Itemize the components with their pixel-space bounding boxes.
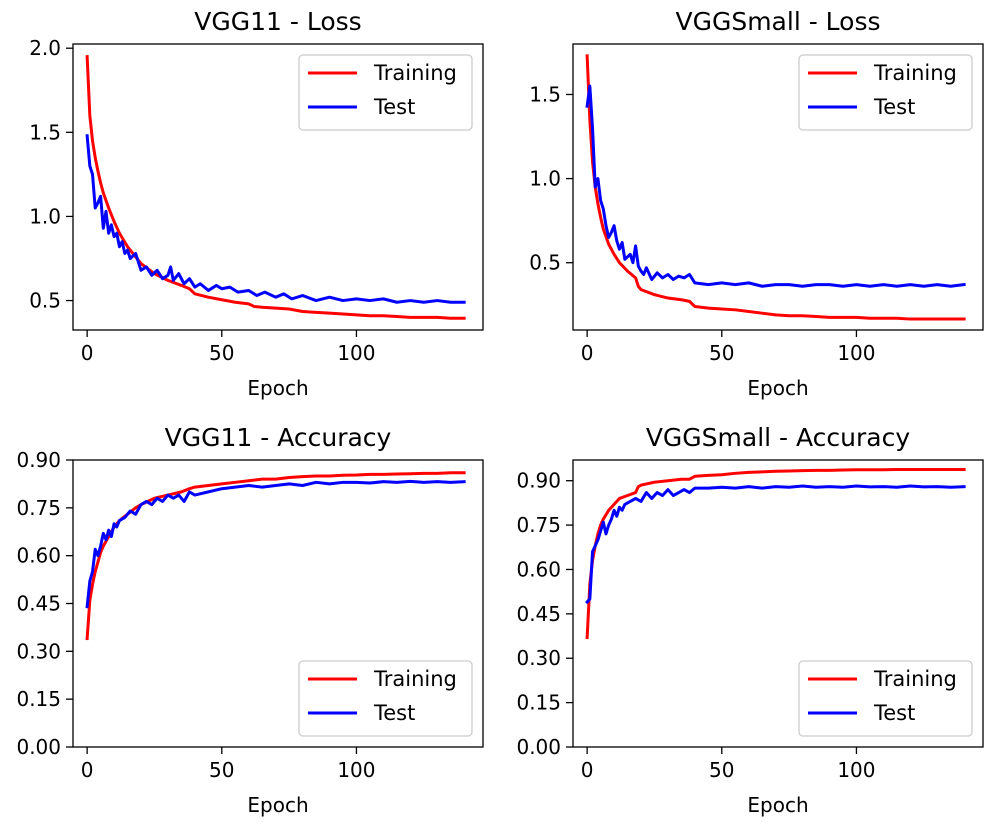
legend-label-test: Test <box>373 701 415 725</box>
chart-panel-1: VGG11 - Loss 0 50 100 0.5 1.0 1.5 2.0 Epoch Train… <box>29 7 484 400</box>
y-tick-label: 1.5 <box>529 82 561 106</box>
y-tick-label: 0.5 <box>529 251 561 275</box>
y-tick-label: 0.90 <box>516 469 561 493</box>
chart-panel-3: VGG11 - Accuracy 0 50 100 0.00 0.15 0.30 0.45 0.… <box>16 423 484 817</box>
y-tick-label: 0.90 <box>16 448 61 472</box>
chart-panel-4: VGGSmall - Accuracy 0 50 100 0.00 0.15 0.30 0.4… <box>516 423 984 817</box>
legend-label-test: Test <box>873 95 915 119</box>
x-axis-label: Epoch <box>747 793 808 817</box>
legend-label-test: Test <box>873 701 915 725</box>
series-line-test <box>585 84 966 288</box>
chart-title: VGGSmall - Accuracy <box>646 423 911 452</box>
x-tick-label: 50 <box>709 341 734 365</box>
chart-title: VGG11 - Loss <box>194 7 361 36</box>
legend-label-training: Training <box>873 667 957 691</box>
x-tick-label: 0 <box>81 758 94 782</box>
x-axis-label: Epoch <box>747 376 808 400</box>
x-tick-label: 100 <box>837 758 875 782</box>
series-line-test <box>85 479 466 609</box>
y-tick-label: 0.60 <box>516 557 561 581</box>
x-tick-label: 50 <box>209 341 234 365</box>
series-line-training <box>85 471 466 641</box>
legend-label-test: Test <box>373 95 415 119</box>
x-axis-label: Epoch <box>247 376 308 400</box>
y-tick-label: 0.15 <box>16 687 61 711</box>
y-tick-label: 0.15 <box>516 691 561 715</box>
y-tick-label: 0.45 <box>516 602 561 626</box>
y-tick-label: 0.30 <box>516 646 561 670</box>
y-tick-label: 0.45 <box>16 592 61 616</box>
y-tick-label: 2.0 <box>29 36 61 60</box>
legend: Training Test <box>298 54 473 131</box>
chart-title: VGG11 - Accuracy <box>165 423 392 452</box>
x-tick-label: 0 <box>581 341 594 365</box>
plot-frame <box>72 43 484 331</box>
x-tick-label: 100 <box>837 341 875 365</box>
x-tick-label: 50 <box>209 758 234 782</box>
y-tick-label: 0.60 <box>16 544 61 568</box>
series-line-test <box>585 484 966 605</box>
legend-label-training: Training <box>373 667 457 691</box>
y-tick-label: 0.5 <box>29 289 61 313</box>
legend: Training Test <box>798 660 973 737</box>
plot-frame <box>572 459 984 748</box>
plot-frame <box>572 43 984 331</box>
x-tick-label: 50 <box>709 758 734 782</box>
legend: Training Test <box>798 54 973 131</box>
x-tick-label: 100 <box>337 341 375 365</box>
x-tick-label: 100 <box>337 758 375 782</box>
series-line-training <box>85 55 466 320</box>
series-line-training <box>585 54 966 321</box>
y-tick-label: 0.75 <box>516 513 561 537</box>
x-tick-label: 0 <box>81 341 94 365</box>
chart-panel-2: VGGSmall - Loss 0 50 100 0.5 1.0 1.5 Epoch Train… <box>529 7 984 400</box>
chart-title: VGGSmall - Loss <box>675 7 880 36</box>
y-tick-label: 1.0 <box>529 167 561 191</box>
x-tick-label: 0 <box>581 758 594 782</box>
series-line-test <box>85 134 466 304</box>
legend-label-training: Training <box>373 61 457 85</box>
y-tick-label: 1.5 <box>29 120 61 144</box>
y-tick-label: 0.30 <box>16 639 61 663</box>
series-line-training <box>585 467 966 640</box>
y-tick-label: 0.00 <box>516 735 561 759</box>
y-tick-label: 0.00 <box>16 735 61 759</box>
x-axis-label: Epoch <box>247 793 308 817</box>
y-tick-label: 0.75 <box>16 496 61 520</box>
y-tick-label: 1.0 <box>29 204 61 228</box>
legend: Training Test <box>298 660 473 737</box>
legend-label-training: Training <box>873 61 957 85</box>
